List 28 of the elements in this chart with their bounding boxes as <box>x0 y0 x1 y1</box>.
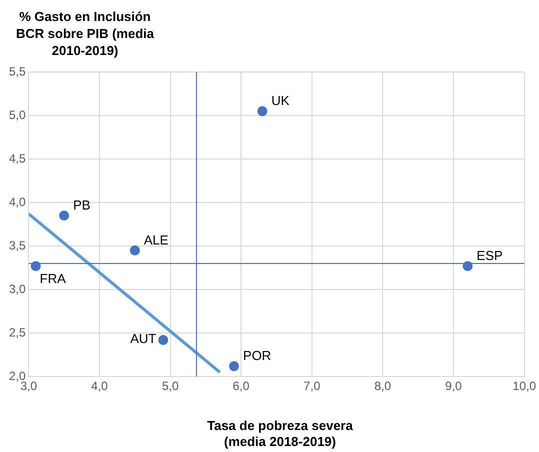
x-tick-label: 9,0 <box>445 379 462 394</box>
point <box>257 106 268 116</box>
y-tick-label: 4,0 <box>8 194 26 209</box>
x-tick-label: 7,0 <box>304 379 321 394</box>
x-tick-label: 6,0 <box>232 379 250 394</box>
y-tick-label: 2,5 <box>8 325 26 340</box>
point <box>130 245 140 256</box>
y-axis-title: % Gasto en Inclusión BCR sobre PIB (media 2010-2019) <box>15 8 155 59</box>
y-tick-label: 3,5 <box>8 238 26 252</box>
x-tick-label: 10,0 <box>512 379 536 394</box>
annotation: UK <box>271 93 290 108</box>
annotation: AUT <box>130 331 156 346</box>
x-tick-label: 8,0 <box>374 379 392 394</box>
x-axis-title: Tasa de pobreza severa (media 2018-2019) <box>206 418 354 450</box>
x-tick-label: 4,0 <box>91 379 108 394</box>
y-tick-label: 5,0 <box>8 108 26 122</box>
point <box>59 210 70 221</box>
annotation: FRA <box>40 271 66 286</box>
y-tick-label: 4,5 <box>8 151 26 166</box>
annotation: ESP <box>476 248 503 264</box>
annotation: POR <box>243 348 272 364</box>
x-tick-label: 5,0 <box>162 379 179 394</box>
y-tick-label: 3,0 <box>8 282 26 296</box>
point <box>158 335 168 346</box>
annotation: ALE <box>144 232 169 248</box>
y-tick-label: 5,5 <box>8 64 26 78</box>
point <box>229 361 240 372</box>
annotation: PB <box>73 198 90 213</box>
